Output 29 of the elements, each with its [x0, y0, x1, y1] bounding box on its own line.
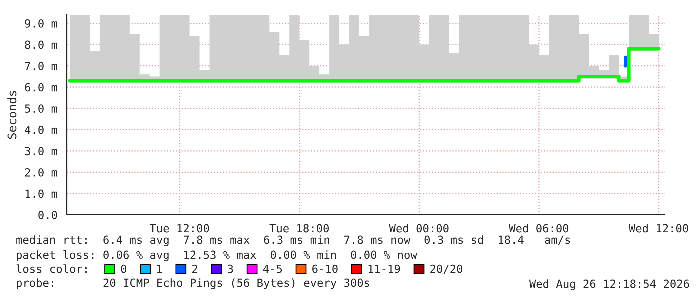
x-tick-label: Wed 00:00 [389, 224, 449, 233]
legend-label: 0 [121, 264, 127, 274]
legend-label: 1 [157, 264, 162, 274]
y-tick-label: 3.0 m [25, 147, 58, 156]
y-tick-label: 5.0 m [25, 104, 58, 114]
legend-label: 4-5 [263, 264, 282, 274]
y-tick-label: 8.0 m [25, 40, 58, 50]
legend-label: 2 [192, 264, 198, 274]
y-tick-label: 7.0 m [25, 62, 58, 70]
x-tick-label: Tue 12:00 [150, 224, 210, 233]
legend-title: loss color: [16, 264, 87, 274]
text: probe: 20 ICMP Echo Pings (56 Bytes) every 300s [17, 278, 370, 290]
y-tick-label: 1.0 m [26, 190, 58, 198]
y-tick-label: 2.0 m [25, 168, 58, 177]
legend-label: 3 [228, 264, 234, 274]
legend-label: 6-10 [312, 264, 338, 274]
x-tick-label: Wed 12:00 [628, 224, 688, 233]
legend-label: 11-19 [368, 264, 400, 274]
y-axis-title: Seconds [8, 91, 17, 140]
text: median rtt: 6.4 ms avg 7.8 ms max 6.3 ms min 7.8 ms now 0.3 ms sd 18.4 am/s [16, 236, 570, 246]
y-tick-label: 6.0 m [25, 83, 58, 92]
y-tick-label: 4.0 m [25, 126, 58, 134]
y-tick-label: 9.0 m [25, 20, 58, 28]
legend-label: 20/20 [430, 264, 463, 274]
text: Wed Aug 26 12:18:54 2026 [529, 280, 690, 290]
y-tick-label: 0.0 [38, 211, 58, 220]
text: packet loss: 0.06 % avg 12.53 % max 0.00 % min 0.00 % now [17, 250, 418, 262]
x-tick-label: Tue 18:00 [270, 224, 329, 233]
x-tick-label: Wed 06:00 [509, 224, 569, 233]
